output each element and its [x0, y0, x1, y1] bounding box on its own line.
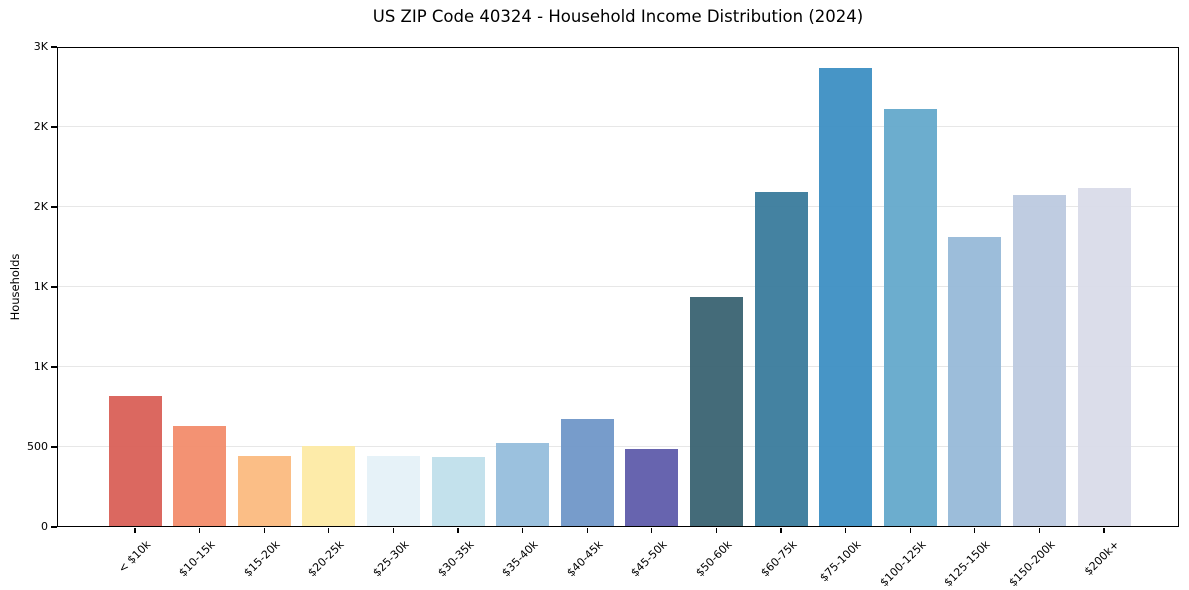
- x-tick-mark: [1038, 528, 1040, 533]
- gridline: [57, 446, 1179, 447]
- x-tick-label: $45-50k: [628, 538, 670, 580]
- y-tick-mark: [51, 126, 57, 128]
- bar: [1077, 187, 1131, 527]
- x-tick-label: < $10k: [115, 538, 154, 576]
- bar: [237, 455, 291, 527]
- bar: [496, 443, 550, 527]
- y-tick-label: 500: [27, 440, 48, 453]
- x-tick-label: $50-60k: [693, 538, 735, 580]
- bar: [1012, 195, 1066, 527]
- x-tick-label: $125-150k: [941, 538, 993, 590]
- gridline: [57, 366, 1179, 367]
- bar: [883, 109, 937, 527]
- bar: [366, 455, 420, 527]
- bar: [431, 457, 485, 527]
- x-tick-label: $20-25k: [305, 538, 347, 580]
- x-tick-label: $15-20k: [241, 538, 283, 580]
- bar: [173, 426, 227, 527]
- bar: [689, 296, 743, 527]
- x-tick-mark: [974, 528, 976, 533]
- x-tick-mark: [909, 528, 911, 533]
- y-tick-label: 3K: [33, 40, 48, 53]
- x-tick-mark: [1103, 528, 1105, 533]
- bar: [754, 191, 808, 527]
- plot-area: [57, 47, 1179, 527]
- y-tick-label: 1K: [33, 280, 48, 293]
- x-tick-label: $75-100k: [817, 538, 864, 585]
- y-tick-label: 2K: [33, 120, 48, 133]
- x-tick-mark: [328, 528, 330, 533]
- x-tick-mark: [715, 528, 717, 533]
- bar: [108, 395, 162, 527]
- y-tick-label: 0: [41, 520, 48, 533]
- x-tick-label: $60-75k: [757, 538, 800, 580]
- gridline: [57, 206, 1179, 207]
- x-tick-mark: [845, 528, 847, 533]
- bar: [819, 67, 873, 527]
- y-tick-mark: [51, 286, 57, 288]
- bar: [625, 448, 679, 527]
- x-tick-label: $10-15k: [176, 538, 218, 580]
- y-tick-label: 2K: [33, 200, 48, 213]
- gridline: [57, 286, 1179, 287]
- y-tick-mark: [51, 46, 57, 48]
- x-tick-label: $100-125k: [877, 538, 929, 590]
- y-tick-mark: [51, 206, 57, 208]
- x-tick-mark: [522, 528, 524, 533]
- x-tick-mark: [134, 528, 136, 533]
- x-tick-mark: [651, 528, 653, 533]
- y-tick-label: 1K: [33, 360, 48, 373]
- x-tick-mark: [199, 528, 201, 533]
- x-tick-label: $30-35k: [434, 538, 477, 580]
- x-tick-mark: [780, 528, 782, 533]
- x-tick-mark: [263, 528, 265, 533]
- x-tick-label: $150-200k: [1006, 538, 1058, 590]
- x-tick-mark: [586, 528, 588, 533]
- bar: [302, 446, 356, 527]
- x-tick-label: $40-45k: [564, 538, 606, 580]
- y-tick-mark: [51, 526, 57, 528]
- bar: [948, 237, 1002, 527]
- chart-title: US ZIP Code 40324 - Household Income Dis…: [372, 7, 864, 26]
- y-tick-mark: [51, 446, 57, 448]
- x-tick-label: $25-30k: [370, 538, 412, 580]
- x-tick-mark: [392, 528, 394, 533]
- bar: [560, 419, 614, 527]
- x-tick-mark: [457, 528, 459, 533]
- x-tick-label: $35-40k: [499, 538, 541, 580]
- gridline: [57, 126, 1179, 127]
- x-tick-label: $200k+: [1082, 538, 1123, 579]
- y-tick-mark: [51, 366, 57, 368]
